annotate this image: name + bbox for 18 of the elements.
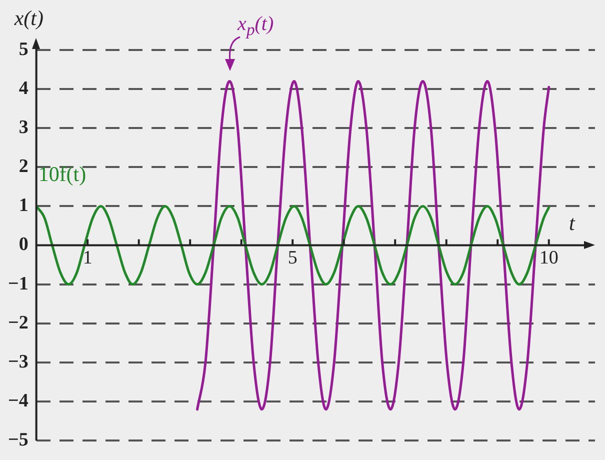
y-tick-label: 0 <box>18 234 28 256</box>
x-tick-label: 10 <box>539 248 558 269</box>
y-tick-label: −5 <box>8 430 28 451</box>
y-axis-title: x(t) <box>14 6 44 31</box>
y-tick-label: 4 <box>18 78 29 99</box>
y-tick-label: −4 <box>8 390 29 412</box>
y-tick-label: 1 <box>18 195 28 216</box>
x-tick-label: 5 <box>288 248 298 269</box>
x-tick-label: 1 <box>82 248 92 269</box>
y-tick-label: 2 <box>18 156 28 178</box>
y-tick-label: −3 <box>8 351 28 372</box>
series-label: 10f(t) <box>38 162 86 188</box>
y-tick-label: 3 <box>18 117 28 138</box>
text: x$_{p}$(t) <box>238 13 274 40</box>
y-tick-label: −2 <box>8 312 28 334</box>
y-tick-label: 5 <box>18 38 28 60</box>
x-axis-title: t <box>569 211 575 236</box>
y-tick-label: −1 <box>8 273 28 294</box>
